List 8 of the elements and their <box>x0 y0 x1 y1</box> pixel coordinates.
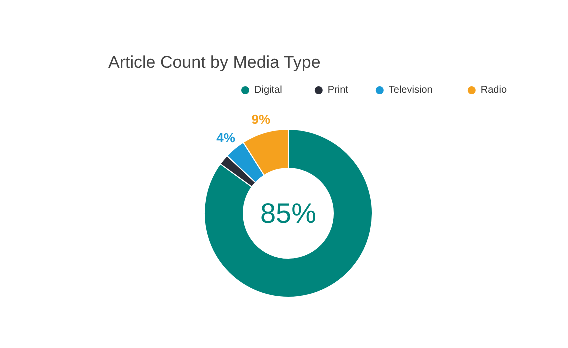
data-label: 4% <box>216 130 236 146</box>
data-label: 9% <box>252 112 271 127</box>
chart-title: Article Count by Media Type <box>108 53 321 72</box>
legend-label: Print <box>328 85 349 96</box>
legend-label: Radio <box>480 85 508 96</box>
legend-label: Digital <box>254 85 282 96</box>
legend-label: Television <box>388 85 433 96</box>
data-label: 85% <box>260 198 317 229</box>
